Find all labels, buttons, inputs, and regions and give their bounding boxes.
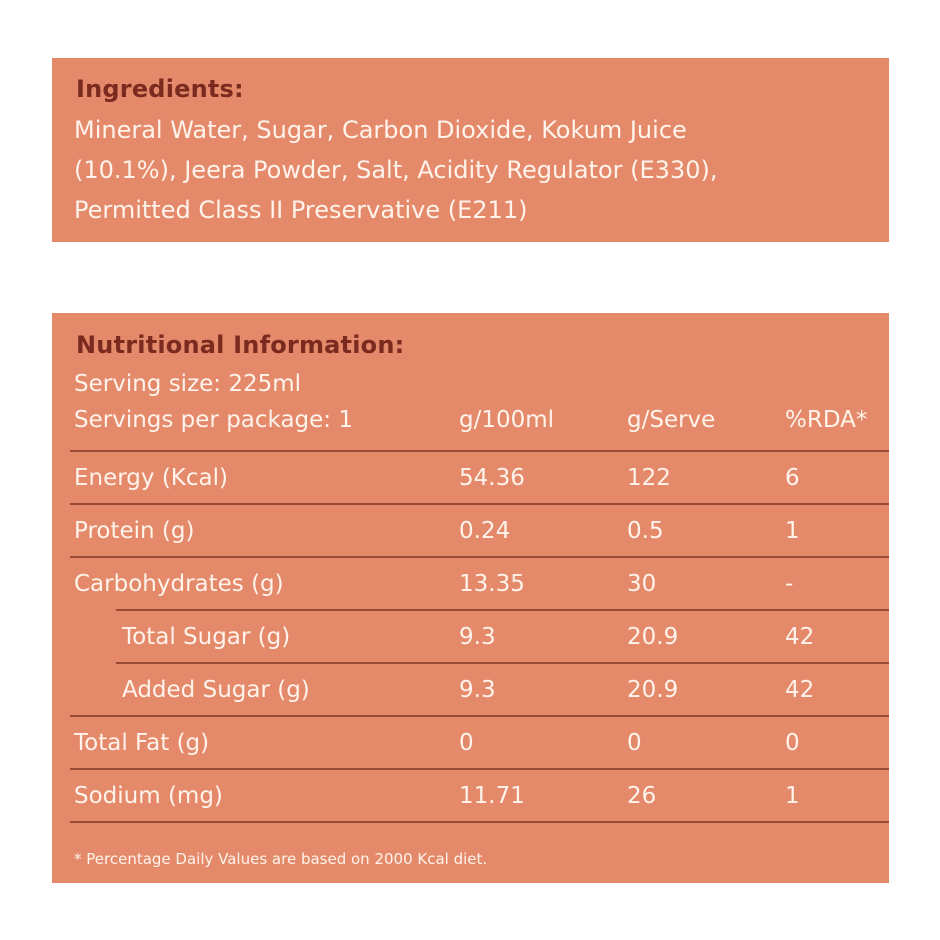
table-bottom-rule xyxy=(70,821,889,823)
table-row: Protein (g) 0.24 0.5 1 xyxy=(70,503,889,556)
table-row: Total Fat (g) 0 0 0 xyxy=(70,715,889,768)
per-serve-value: 0.5 xyxy=(627,518,664,544)
per100ml-value: 0 xyxy=(459,730,474,756)
footnote: * Percentage Daily Values are based on 2… xyxy=(74,850,488,868)
nutrient-label: Sodium (mg) xyxy=(74,783,223,809)
nutrient-label: Total Sugar (g) xyxy=(122,624,291,650)
rda-value: 1 xyxy=(785,518,800,544)
nutrient-label: Energy (Kcal) xyxy=(74,465,228,491)
per100ml-value: 9.3 xyxy=(459,624,496,650)
nutrient-label: Protein (g) xyxy=(74,518,195,544)
nutrition-panel: Nutritional Information: Serving size: 2… xyxy=(52,313,889,883)
ingredients-line: Permitted Class II Preservative (E211) xyxy=(74,196,528,224)
table-row: Total Sugar (g) 9.3 20.9 42 xyxy=(116,609,889,662)
per-serve-value: 26 xyxy=(627,783,657,809)
per-serve-value: 30 xyxy=(627,571,657,597)
table-row: Energy (Kcal) 54.36 122 6 xyxy=(70,450,889,503)
column-header-rda: %RDA* xyxy=(785,407,868,433)
per-serve-value: 0 xyxy=(627,730,642,756)
ingredients-list: Mineral Water, Sugar, Carbon Dioxide, Ko… xyxy=(74,110,879,230)
per100ml-value: 54.36 xyxy=(459,465,525,491)
servings-per-package: Servings per package: 1 xyxy=(74,407,353,433)
table-row: Added Sugar (g) 9.3 20.9 42 xyxy=(116,662,889,715)
serving-size: Serving size: 225ml xyxy=(74,371,302,397)
rda-value: 6 xyxy=(785,465,800,491)
nutrient-label: Carbohydrates (g) xyxy=(74,571,284,597)
rda-value: 1 xyxy=(785,783,800,809)
nutrition-title: Nutritional Information: xyxy=(76,331,405,359)
rda-value: 42 xyxy=(785,624,815,650)
per-serve-value: 20.9 xyxy=(627,624,679,650)
table-row: Sodium (mg) 11.71 26 1 xyxy=(70,768,889,821)
nutrient-label: Added Sugar (g) xyxy=(122,677,310,703)
per100ml-value: 11.71 xyxy=(459,783,525,809)
per100ml-value: 9.3 xyxy=(459,677,496,703)
nutrient-label: Total Fat (g) xyxy=(74,730,210,756)
rda-value: 42 xyxy=(785,677,815,703)
rda-value: - xyxy=(785,571,794,597)
column-header-per100ml: g/100ml xyxy=(459,407,555,433)
per100ml-value: 13.35 xyxy=(459,571,525,597)
per-serve-value: 20.9 xyxy=(627,677,679,703)
nutrition-table: Energy (Kcal) 54.36 122 6 Protein (g) 0.… xyxy=(70,450,889,823)
column-header-per-serve: g/Serve xyxy=(627,407,716,433)
ingredients-line: Mineral Water, Sugar, Carbon Dioxide, Ko… xyxy=(74,116,687,144)
ingredients-title: Ingredients: xyxy=(76,75,244,103)
per-serve-value: 122 xyxy=(627,465,671,491)
table-row: Carbohydrates (g) 13.35 30 - xyxy=(70,556,889,609)
rda-value: 0 xyxy=(785,730,800,756)
ingredients-panel: Ingredients: Mineral Water, Sugar, Carbo… xyxy=(52,58,889,242)
per100ml-value: 0.24 xyxy=(459,518,511,544)
ingredients-line: (10.1%), Jeera Powder, Salt, Acidity Reg… xyxy=(74,156,718,184)
